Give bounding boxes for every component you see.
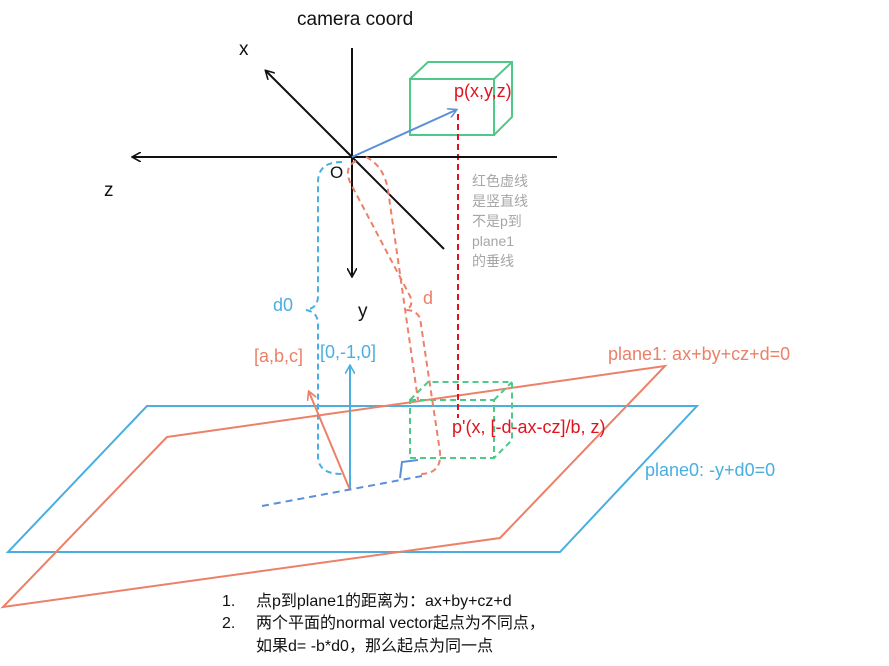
axis-diagonal-line — [351, 156, 445, 250]
axis-x-line — [266, 71, 353, 158]
note-number: 2. — [222, 615, 236, 632]
normal-plane0-label: [0,-1,0] — [320, 342, 377, 362]
point-p-box — [409, 61, 513, 136]
plane-intersection-line — [261, 475, 423, 507]
gray-note-line: 是竖直线 — [472, 193, 528, 209]
note-item: 1. 点p到plane1的距离为：ax+by+cz+d — [222, 592, 512, 612]
brace-d — [346, 160, 442, 475]
camera-axes — [133, 48, 557, 276]
gray-note-line: 的垂线 — [472, 253, 514, 269]
diagram-title: camera coord — [297, 9, 414, 30]
right-angle-marker — [399, 459, 419, 479]
axis-y-label: y — [358, 301, 368, 322]
plane0-label: plane0: -y+d0=0 — [645, 460, 776, 480]
gray-note-line: 红色虚线 — [472, 173, 528, 189]
point-p-label: p(x,y,z) — [454, 81, 512, 101]
gray-note-line: plane1 — [472, 233, 515, 249]
point-p-prime-label: p'(x, [-d-ax-cz]/b, z) — [452, 417, 606, 437]
axis-x-label: x — [239, 39, 249, 60]
normal-plane1-label: [a,b,c] — [254, 346, 304, 366]
d0-label: d0 — [273, 295, 294, 315]
plane0-shape — [5, 405, 700, 553]
note-text-continued: 如果d= -b*d0，那么起点为同一点 — [256, 638, 493, 655]
vector-o-to-p — [351, 110, 456, 158]
brace-d0 — [305, 161, 343, 475]
brace-d-edge — [365, 156, 419, 401]
d-label: d — [423, 288, 434, 308]
origin-label: O — [330, 163, 344, 182]
gray-note-line: 不是p到 — [472, 213, 522, 229]
plane1-shape — [0, 364, 668, 609]
note-item: 2. 两个平面的normal vector起点为不同点， — [222, 614, 545, 634]
gray-note: 红色虚线 是竖直线 不是p到 plane1 的垂线 — [472, 171, 528, 271]
point-p-prime-box — [409, 381, 513, 459]
note-text: 两个平面的normal vector起点为不同点， — [256, 615, 545, 632]
note-text: 点p到plane1的距离为：ax+by+cz+d — [256, 593, 512, 610]
axis-z-label: z — [104, 180, 114, 201]
note-number: 1. — [222, 593, 236, 610]
normal-plane1-arrow — [309, 392, 351, 491]
plane1-label: plane1: ax+by+cz+d=0 — [608, 344, 791, 364]
